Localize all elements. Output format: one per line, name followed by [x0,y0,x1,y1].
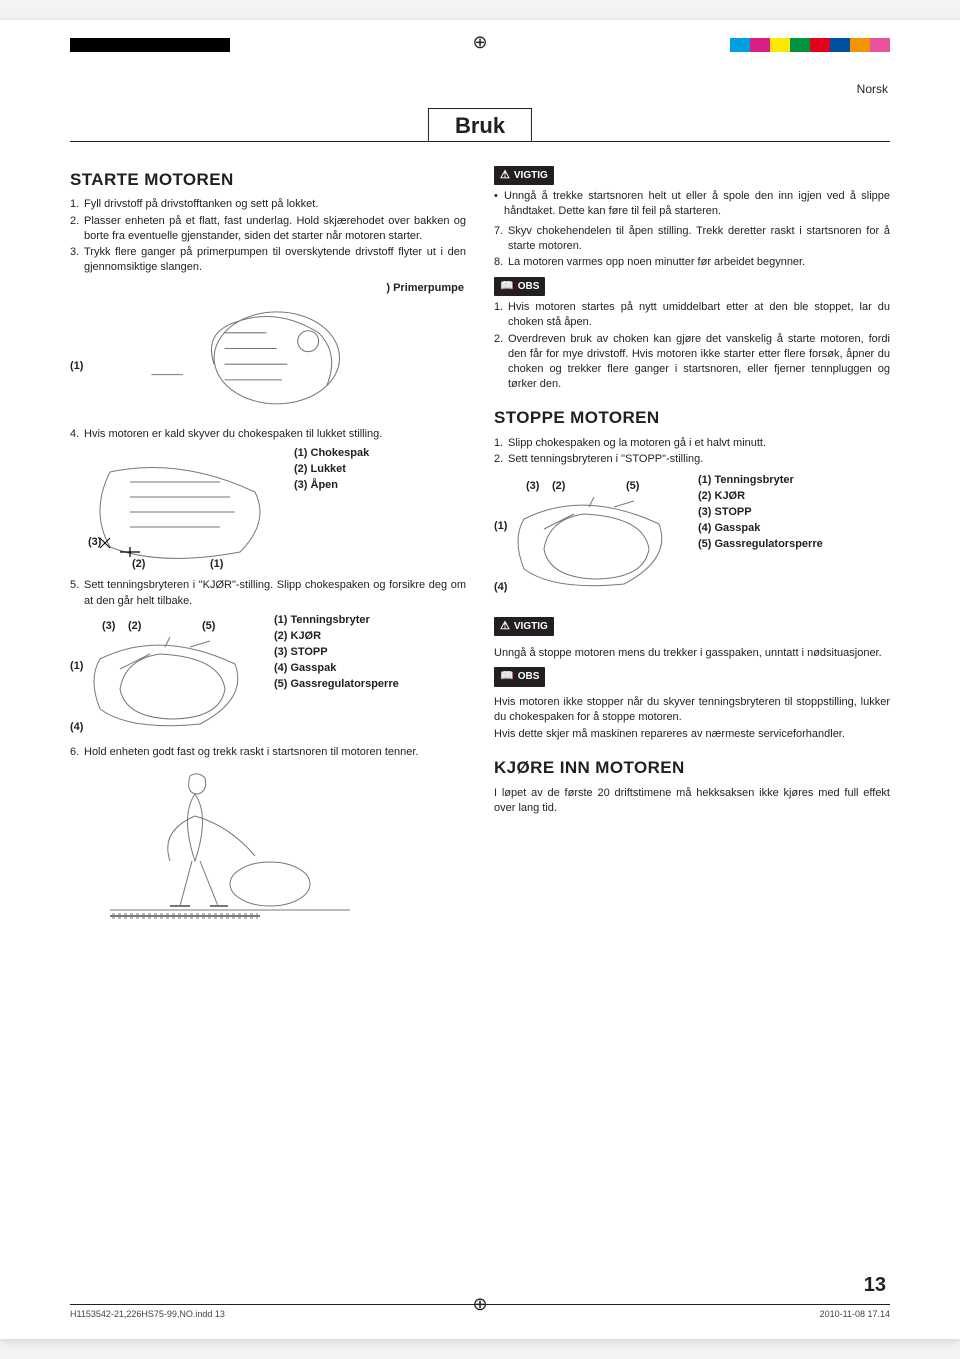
fig-marker: (1) [494,519,507,534]
figure-primer: ) Primerpumpe (1) [70,281,466,421]
fig-marker: (5) [626,479,639,494]
legend-line: (3) STOPP [698,505,823,521]
fig-marker: (4) [494,580,507,595]
legend-line: (1) Tenningsbryter [274,613,399,629]
legend-line: (2) KJØR [274,629,399,645]
list-item: Slipp chokespaken og la motoren gå i et … [494,436,890,451]
fig-marker: (3) [526,479,539,494]
callout-obs: 📖 OBS [494,277,545,296]
vigtig-bullet: Unngå å trekke startsnoren helt ut eller… [494,189,890,219]
column-left: STARTE MOTOREN Fyll drivstoff på drivsto… [70,160,466,932]
fig-marker: (3) [102,619,115,634]
figure-ignition-row: (3) (2) (5) (1) (4) (1) Tenningsbryter (… [70,613,466,745]
figure-ignition: (3) (2) (5) (1) (4) [70,619,260,739]
heading-start-motor: STARTE MOTOREN [70,168,466,191]
fig-marker: (2) [132,557,145,572]
callout-label: OBS [518,670,540,684]
legend-line: (2) Lukket [294,462,369,478]
start-list: Fyll drivstoff på drivstofftanken og set… [70,197,466,275]
list-item: Hvis motoren startes på nytt umiddelbart… [494,300,890,330]
fig-marker: (3) [88,535,101,550]
legend-line: (2) KJØR [698,489,823,505]
list-item: Fyll drivstoff på drivstofftanken og set… [70,197,466,212]
list-item: Trykk flere ganger på primerpumpen til o… [70,245,466,275]
list-item: Sett tenningsbryteren i "KJØR"-stilling.… [70,578,466,608]
legend-line: (3) Åpen [294,478,369,494]
fig-marker: (2) [128,619,141,634]
start-list-cont: Skyv chokehendelen til åpen stilling. Tr… [494,224,890,271]
column-right: ⚠ VIGTIG Unngå å trekke startsnoren helt… [494,160,890,932]
figure-ignition-2: (3) (2) (5) (1) (4) [494,479,684,599]
list-item: Hold enheten godt fast og trekk raskt i … [70,745,466,760]
start-list-cont: Hold enheten godt fast og trekk raskt i … [70,745,466,760]
list-item: Hvis motoren er kald skyver du chokespak… [70,427,466,442]
fig-marker: (2) [552,479,565,494]
fig-marker: (1) [70,659,83,674]
legend-ignition-2: (1) Tenningsbryter (2) KJØR (3) STOPP (4… [698,473,823,553]
list-item: Sett tenningsbryteren i "STOPP"-stilling… [494,452,890,467]
callout-label: OBS [518,280,540,294]
legend-line: (5) Gassregulatorsperre [698,537,823,553]
footer-filename: H1153542-21,226HS75-99,NO.indd 13 [70,1309,225,1319]
figure-choke: (3) (2) (1) [70,452,280,572]
legend-line: (1) Tenningsbryter [698,473,823,489]
legend-line: (4) Gasspak [698,521,823,537]
colorbar-left [70,38,230,52]
primer-label: ) Primerpumpe [386,281,464,296]
obs-list: Hvis motoren startes på nytt umiddelbart… [494,300,890,392]
figure-choke-row: (3) (2) (1) (1) Chokespak (2) Lukket (3)… [70,446,466,578]
callout-vigtig: ⚠ VIGTIG [494,166,554,185]
list-item: Overdreven bruk av choken kan gjøre det … [494,332,890,393]
fig-marker: (5) [202,619,215,634]
legend-ignition: (1) Tenningsbryter (2) KJØR (3) STOPP (4… [274,613,399,693]
section-header: Bruk [70,104,890,142]
vigtig-text: Unngå å stoppe motoren mens du trekker i… [494,646,890,661]
figure-person-starting [70,766,466,926]
legend-line: (1) Chokespak [294,446,369,462]
colorbar-right [730,38,890,52]
language-label: Norsk [857,82,888,96]
legend-line: (4) Gasspak [274,661,399,677]
registration-mark-bottom: ⊕ [472,1294,487,1315]
list-item: Skyv chokehendelen til åpen stilling. Tr… [494,224,890,254]
stop-list: Slipp chokespaken og la motoren gå i et … [494,436,890,467]
obs-text: Hvis dette skjer må maskinen repareres a… [494,727,890,742]
list-item: La motoren varmes opp noen minutter før … [494,255,890,270]
alert-icon: ⚠ [500,168,510,183]
list-item: Plasser enheten på et flatt, fast underl… [70,214,466,244]
book-icon: 📖 [500,279,514,294]
page: ⊕ Norsk Bruk STARTE MOTOREN Fyll drivsto… [0,20,960,1339]
heading-stop-motor: STOPPE MOTOREN [494,406,890,429]
footer-timestamp: 2010-11-08 17.14 [820,1309,890,1319]
fig-marker: (1) [70,359,83,374]
start-list-cont: Sett tenningsbryteren i "KJØR"-stilling.… [70,578,466,608]
heading-run-in: KJØRE INN MOTOREN [494,756,890,779]
legend-choke: (1) Chokespak (2) Lukket (3) Åpen [294,446,369,494]
fig-marker: (1) [210,557,223,572]
callout-label: VIGTIG [514,620,548,634]
callout-obs: 📖 OBS [494,667,545,686]
section-tab: Bruk [428,108,532,141]
fig-marker: (4) [70,720,83,735]
registration-mark-top: ⊕ [472,32,487,53]
alert-icon: ⚠ [500,619,510,634]
run-in-text: I løpet av de første 20 driftstimene må … [494,786,890,816]
book-icon: 📖 [500,669,514,684]
start-list-cont: Hvis motoren er kald skyver du chokespak… [70,427,466,442]
callout-vigtig: ⚠ VIGTIG [494,617,554,636]
two-columns: STARTE MOTOREN Fyll drivstoff på drivsto… [70,160,890,932]
obs-text: Hvis motoren ikke stopper når du skyver … [494,695,890,725]
legend-line: (3) STOPP [274,645,399,661]
page-number: 13 [864,1274,886,1297]
callout-label: VIGTIG [514,169,548,183]
figure-ignition-row-2: (3) (2) (5) (1) (4) (1) Tenningsbryter (… [494,473,890,605]
legend-line: (5) Gassregulatorsperre [274,677,399,693]
